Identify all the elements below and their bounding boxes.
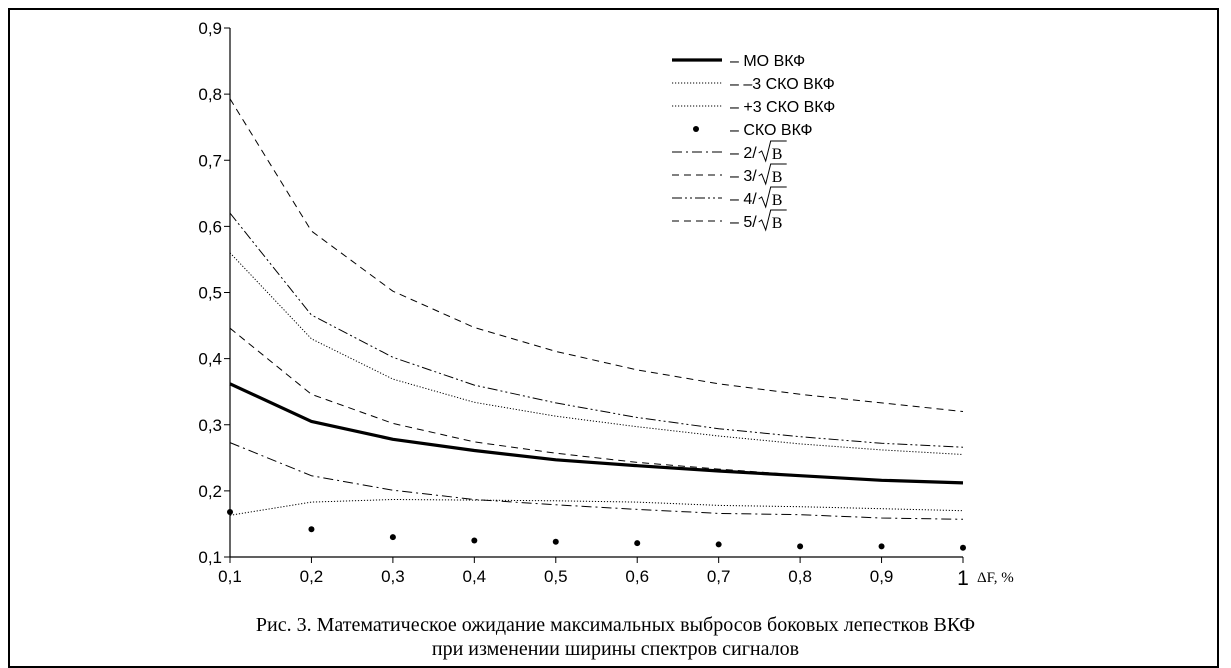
data-point: [390, 534, 396, 540]
axes: 0,1 0,2 0,3 0,4 0,5 0,6 0,7 0,8 0,9 0,1 0,2 0,3 0,4 0…: [198, 19, 1013, 590]
legend-item-4: – СКО ВКФ: [693, 122, 813, 139]
legend-marker: [693, 126, 699, 132]
legend-item-3: – +3 СКО ВКФ: [672, 99, 835, 116]
radical-argument: B: [772, 146, 783, 163]
radical-argument: B: [772, 169, 783, 186]
x-tick-label: 0,8: [788, 567, 812, 586]
data-point: [960, 545, 966, 551]
data-point: [308, 526, 314, 532]
series-line: [230, 99, 963, 412]
data-point: [471, 537, 477, 543]
legend-label: – –3 СКО ВКФ: [730, 76, 835, 93]
series-line: [230, 253, 963, 455]
x-tick-label: 0,9: [870, 567, 894, 586]
x-tick-label: 0,2: [300, 567, 324, 586]
legend-label: – 2/: [730, 145, 757, 162]
data-point: [797, 543, 803, 549]
legend-item-8: – 5/B: [672, 210, 787, 232]
figure-caption-line-2: при изменении ширины спектров сигналов: [0, 637, 1231, 661]
x-tick-label: 0,6: [625, 567, 649, 586]
legend-item-1: – МО ВКФ: [672, 53, 805, 70]
data-point: [716, 541, 722, 547]
radical-argument: B: [772, 215, 783, 232]
figure-caption-line-1: Рис. 3. Математическое ожидание максимал…: [0, 613, 1231, 637]
legend-item-2: – –3 СКО ВКФ: [672, 76, 835, 93]
series-4: [227, 509, 966, 551]
legend-label: – СКО ВКФ: [730, 122, 813, 139]
chart: 0,1 0,2 0,3 0,4 0,5 0,6 0,7 0,8 0,9 0,1 0,2 0,3 0,4 0…: [0, 0, 1231, 600]
legend-label: – МО ВКФ: [730, 53, 805, 70]
x-tick-label: 0,1: [218, 567, 242, 586]
x-axis-label: ΔF, %: [977, 570, 1014, 586]
y-tick-label: 0,9: [198, 19, 222, 38]
series-8: [230, 99, 963, 412]
y-tick-label: 0,7: [198, 151, 222, 170]
legend-label: – 4/: [730, 191, 757, 208]
legend-item-6: – 3/B: [672, 164, 787, 186]
x-tick-label: 0,3: [381, 567, 405, 586]
series-3: [230, 253, 963, 455]
legend-item-5: – 2/B: [672, 141, 787, 163]
y-tick-label: 0,8: [198, 85, 222, 104]
series-1: [230, 384, 963, 483]
data-point: [227, 509, 233, 515]
y-tick-label: 0,3: [198, 416, 222, 435]
y-tick-label: 0,2: [198, 482, 222, 501]
legend-label: – 5/: [730, 214, 757, 231]
x-tick-label: 0,5: [544, 567, 568, 586]
data-point: [634, 540, 640, 546]
x-tick-label: 0,4: [463, 567, 487, 586]
y-tick-label: 0,1: [198, 548, 222, 567]
series-line: [230, 384, 963, 483]
legend-label: – +3 СКО ВКФ: [730, 99, 835, 116]
y-tick-label: 0,4: [198, 350, 222, 369]
legend-item-7: – 4/B: [672, 187, 787, 209]
x-tick-label: 1: [957, 567, 969, 590]
y-tick-label: 0,6: [198, 217, 222, 236]
series-7: [230, 213, 963, 447]
radical-argument: B: [772, 192, 783, 209]
legend-label: – 3/: [730, 168, 757, 185]
series-line: [230, 213, 963, 447]
legend: – МО ВКФ – –3 СКО ВКФ – +3 СКО ВКФ – СКО ВК…: [672, 53, 835, 232]
series-6: [230, 328, 963, 483]
series-line: [230, 328, 963, 483]
series-layer: [227, 99, 966, 551]
data-point: [879, 543, 885, 549]
x-tick-label: 0,7: [707, 567, 731, 586]
data-point: [553, 539, 559, 545]
y-tick-label: 0,5: [198, 284, 222, 303]
